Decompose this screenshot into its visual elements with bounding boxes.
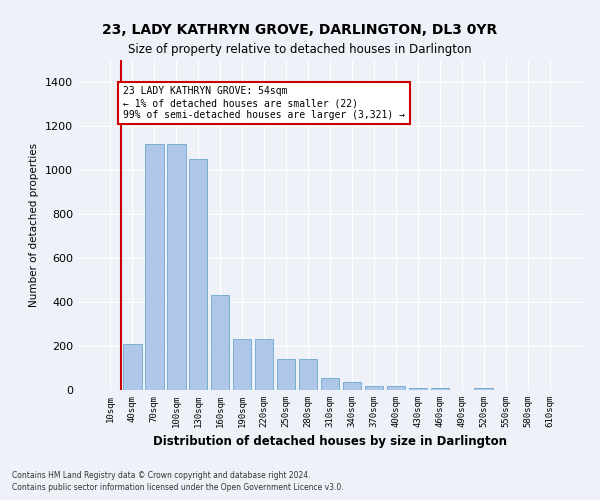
Bar <box>211 296 229 390</box>
Bar <box>431 388 449 390</box>
Bar <box>475 388 493 390</box>
Bar <box>233 340 251 390</box>
Bar <box>123 344 142 390</box>
Bar <box>255 340 274 390</box>
Text: Contains HM Land Registry data © Crown copyright and database right 2024.: Contains HM Land Registry data © Crown c… <box>12 470 311 480</box>
X-axis label: Distribution of detached houses by size in Darlington: Distribution of detached houses by size … <box>153 436 507 448</box>
Bar <box>299 359 317 390</box>
Bar <box>365 386 383 390</box>
Bar <box>277 359 295 390</box>
Bar <box>409 388 427 390</box>
Text: Contains public sector information licensed under the Open Government Licence v3: Contains public sector information licen… <box>12 483 344 492</box>
Text: Size of property relative to detached houses in Darlington: Size of property relative to detached ho… <box>128 42 472 56</box>
Bar <box>386 386 405 390</box>
Text: 23, LADY KATHRYN GROVE, DARLINGTON, DL3 0YR: 23, LADY KATHRYN GROVE, DARLINGTON, DL3 … <box>103 22 497 36</box>
Bar <box>320 378 340 390</box>
Text: 23 LADY KATHRYN GROVE: 54sqm
← 1% of detached houses are smaller (22)
99% of sem: 23 LADY KATHRYN GROVE: 54sqm ← 1% of det… <box>123 86 405 120</box>
Bar <box>145 144 164 390</box>
Bar <box>343 382 361 390</box>
Y-axis label: Number of detached properties: Number of detached properties <box>29 143 40 307</box>
Bar <box>189 159 208 390</box>
Bar <box>167 144 185 390</box>
